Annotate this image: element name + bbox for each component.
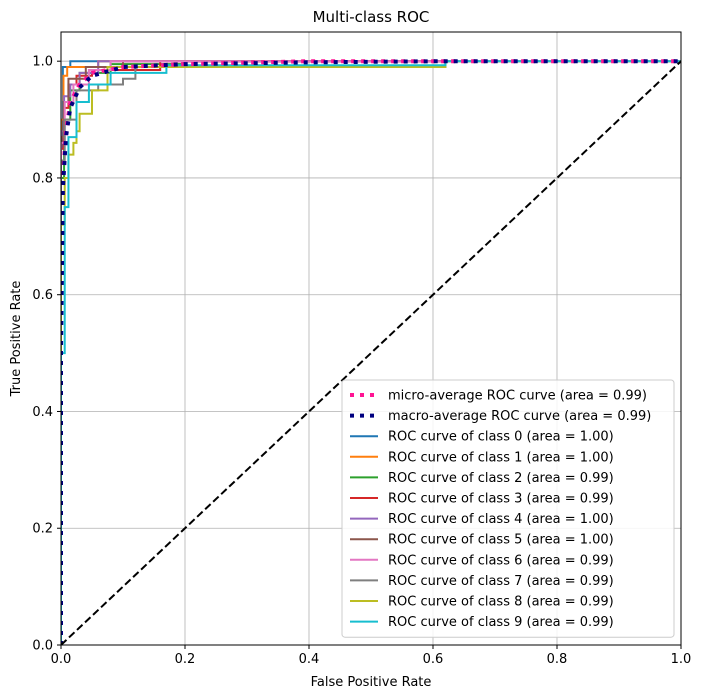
- chart-title: Multi-class ROC: [313, 8, 430, 26]
- legend-label: ROC curve of class 7 (area = 0.99): [388, 574, 614, 589]
- y-tick-label: 0.0: [32, 639, 53, 654]
- y-axis-label: True Positive Rate: [9, 281, 24, 398]
- legend: micro-average ROC curve (area = 0.99) mac…: [341, 379, 675, 638]
- x-tick-label: 0.6: [423, 652, 444, 667]
- grid: [60, 32, 682, 646]
- legend-box: [341, 379, 675, 638]
- x-tick-label: 0.2: [175, 652, 196, 667]
- chance-diagonal-line: [61, 60, 681, 645]
- legend-label: ROC curve of class 9 (area = 0.99): [388, 615, 614, 630]
- series-line-0: [61, 59, 681, 645]
- legend-label: ROC curve of class 3 (area = 0.99): [388, 492, 614, 507]
- y-tick-label: 0.6: [32, 288, 53, 303]
- axis-ticks: 0.0 0.2 0.4 0.6 0.8 1.0 0.0 0.2 0.4 0.6 0.8 1.0: [32, 55, 691, 667]
- y-tick-label: 1.0: [32, 55, 53, 70]
- x-tick-label: 0.4: [299, 652, 320, 667]
- legend-label: ROC curve of class 8 (area = 0.99): [388, 595, 614, 610]
- axes-frame: [60, 31, 682, 646]
- x-tick-label: 1.0: [671, 652, 692, 667]
- legend-label: ROC curve of class 4 (area = 1.00): [388, 512, 614, 527]
- y-tick-label: 0.8: [32, 171, 53, 186]
- legend-label: ROC curve of class 0 (area = 1.00): [388, 430, 614, 445]
- x-tick-label: 0.0: [51, 652, 72, 667]
- legend-label: ROC curve of class 1 (area = 1.00): [388, 450, 614, 465]
- legend-label: ROC curve of class 2 (area = 0.99): [388, 471, 614, 486]
- x-axis-label: False Positive Rate: [311, 675, 432, 690]
- plot-area: [61, 59, 681, 645]
- legend-label: macro-average ROC curve (area = 0.99): [388, 409, 651, 424]
- legend-label: ROC curve of class 5 (area = 1.00): [388, 533, 614, 548]
- y-tick-label: 0.2: [32, 522, 53, 537]
- legend-label: ROC curve of class 6 (area = 0.99): [388, 553, 614, 568]
- y-tick-label: 0.4: [32, 405, 53, 420]
- x-tick-label: 0.8: [547, 652, 568, 667]
- legend-label: micro-average ROC curve (area = 0.99): [388, 389, 647, 404]
- series-line-11: [61, 60, 681, 645]
- series-line-2: [61, 60, 681, 645]
